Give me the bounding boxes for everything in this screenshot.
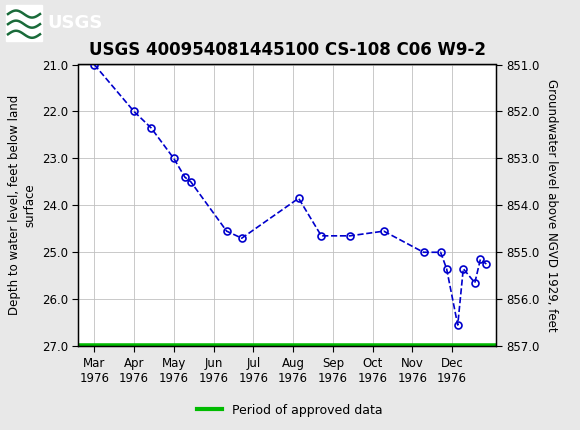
Text: USGS: USGS <box>47 14 103 32</box>
Y-axis label: Groundwater level above NGVD 1929, feet: Groundwater level above NGVD 1929, feet <box>545 79 558 332</box>
Bar <box>6 5 42 41</box>
Legend: Period of approved data: Period of approved data <box>192 399 388 421</box>
Title: USGS 400954081445100 CS-108 C06 W9-2: USGS 400954081445100 CS-108 C06 W9-2 <box>89 41 485 59</box>
Y-axis label: Depth to water level, feet below land
surface: Depth to water level, feet below land su… <box>8 95 36 316</box>
